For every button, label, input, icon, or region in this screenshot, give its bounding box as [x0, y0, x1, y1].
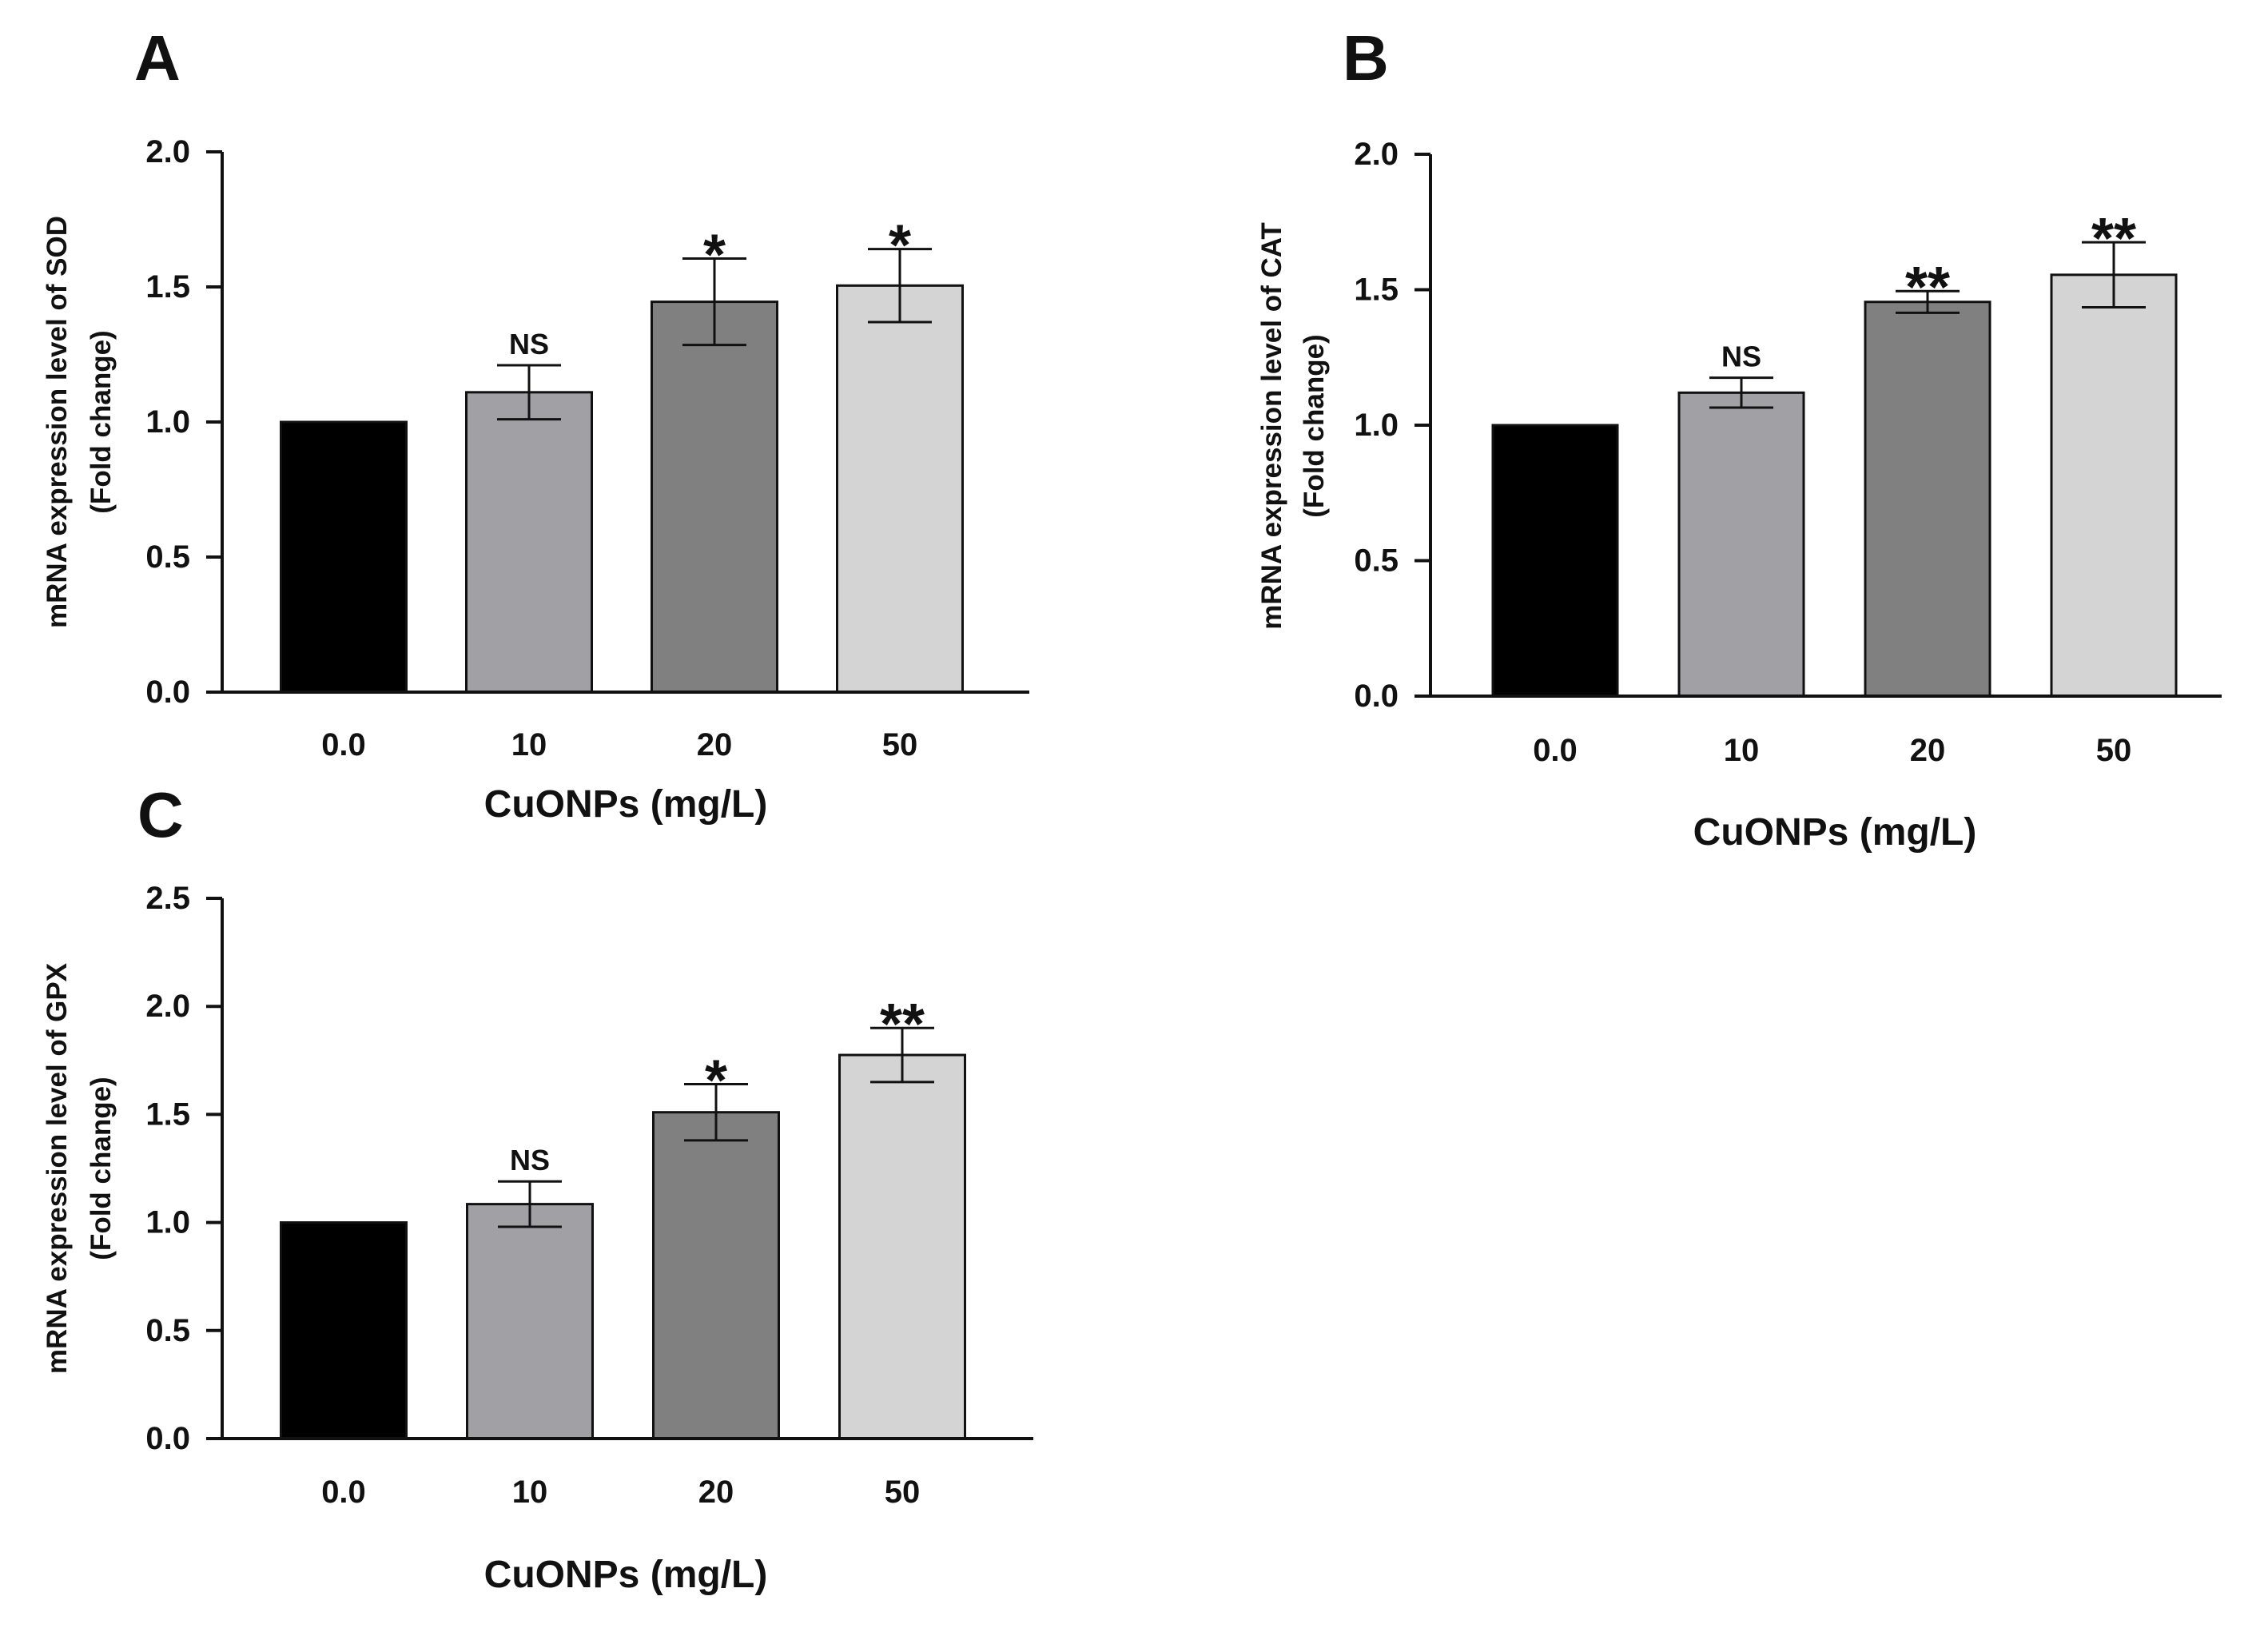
y-tick-label: 1.5 — [1354, 273, 1399, 308]
y-tick-label: 0.0 — [145, 1421, 190, 1456]
error-bar-20 — [682, 257, 746, 347]
error-bar-50 — [870, 1026, 934, 1084]
x-axis-title: CuONPs (mg/L) — [484, 1554, 768, 1596]
x-tick-label: 20 — [697, 727, 733, 762]
y-tick-label: 0.5 — [1354, 543, 1399, 579]
bar-0.0 — [1491, 424, 1619, 698]
y-tick-label: 0.5 — [145, 539, 190, 575]
x-tick-label: 0.0 — [321, 727, 366, 762]
y-axis-subtitle: (Fold change) — [86, 1077, 117, 1260]
error-bar-10 — [1709, 376, 1773, 409]
panel-label: B — [1343, 22, 1389, 94]
x-tick-label: 20 — [698, 1475, 734, 1510]
x-tick-label: 0.0 — [1533, 733, 1578, 768]
x-tick-label: 10 — [512, 1475, 548, 1510]
panel-label: C — [137, 779, 184, 850]
error-bar-20 — [684, 1083, 748, 1142]
x-tick-label: 20 — [1910, 733, 1946, 768]
error-bar-20 — [1896, 289, 1960, 314]
significance-label: NS — [1721, 340, 1761, 373]
bar-10 — [1677, 391, 1805, 698]
bar-20 — [651, 301, 778, 694]
error-bar-50 — [868, 248, 932, 324]
y-tick-label: 1.5 — [145, 269, 190, 305]
significance-label: * — [889, 214, 911, 278]
y-tick-label: 0.0 — [145, 675, 190, 710]
significance-label: * — [705, 1049, 727, 1113]
y-axis-subtitle: (Fold change) — [86, 330, 117, 513]
y-tick-label: 1.0 — [145, 1205, 190, 1240]
error-bar-10 — [498, 1180, 562, 1228]
y-tick-label: 1.0 — [1354, 408, 1399, 443]
error-bar-10 — [497, 364, 561, 421]
y-axis-title: mRNA expression level of GPX — [42, 962, 73, 1374]
bar-50 — [838, 1053, 966, 1440]
y-tick-label: 1.0 — [145, 404, 190, 440]
y-tick-label: 2.0 — [145, 989, 190, 1024]
y-axis-subtitle: (Fold change) — [1299, 334, 1330, 517]
significance-label: ** — [2091, 207, 2136, 271]
y-axis-title: mRNA expression level of CAT — [1256, 222, 1287, 630]
bar-10 — [466, 1203, 594, 1440]
x-tick-label: 50 — [882, 727, 918, 762]
x-tick-label: 10 — [1724, 733, 1760, 768]
bar-0.0 — [280, 1221, 408, 1440]
significance-label: * — [703, 224, 726, 288]
bar-50 — [2050, 273, 2178, 698]
bar-20 — [652, 1111, 780, 1440]
error-bar-50 — [2082, 241, 2146, 309]
y-tick-label: 2.0 — [145, 134, 190, 169]
x-tick-label: 0.0 — [321, 1475, 366, 1510]
x-axis-title: CuONPs (mg/L) — [1693, 811, 1977, 854]
x-axis-title: CuONPs (mg/L) — [484, 783, 768, 826]
y-tick-label: 2.5 — [145, 881, 190, 916]
significance-label: ** — [880, 993, 925, 1057]
x-tick-label: 10 — [511, 727, 547, 762]
y-tick-label: 1.5 — [145, 1097, 190, 1132]
y-tick-label: 0.5 — [145, 1313, 190, 1348]
y-tick-label: 2.0 — [1354, 137, 1399, 172]
significance-label: NS — [510, 1144, 550, 1176]
bar-50 — [836, 284, 964, 694]
y-axis-title: mRNA expression level of SOD — [42, 216, 73, 628]
y-tick-label: 0.0 — [1354, 679, 1399, 714]
x-tick-label: 50 — [885, 1475, 921, 1510]
bar-0.0 — [280, 420, 408, 694]
x-tick-label: 50 — [2096, 733, 2132, 768]
significance-label: ** — [1905, 256, 1950, 320]
bar-20 — [1864, 301, 1991, 698]
bar-10 — [465, 391, 593, 694]
panel-label: A — [134, 22, 181, 94]
significance-label: NS — [509, 328, 549, 360]
